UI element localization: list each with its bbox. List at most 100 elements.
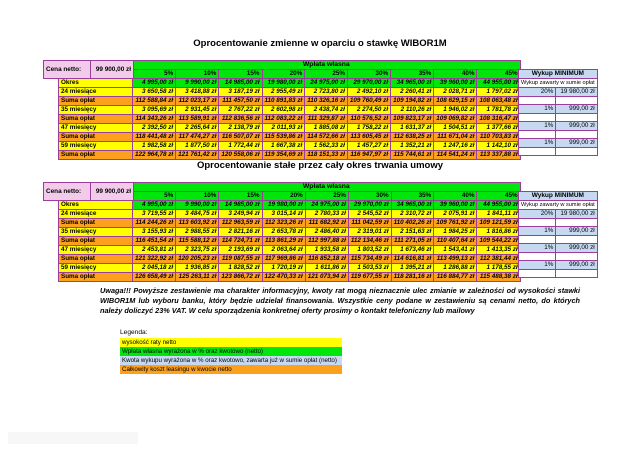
value-cell: 3 015,14 zł xyxy=(261,209,306,219)
wykup-row xyxy=(517,113,598,122)
value-cell: 119 087,55 zł xyxy=(218,254,263,264)
wykup-empty-cell xyxy=(517,113,557,122)
value-cell: 114 572,66 zł xyxy=(304,132,348,142)
percent-col-header: 20% xyxy=(261,191,306,201)
value-cell: 115 539,86 zł xyxy=(261,132,306,142)
value-cell: 2 045,18 zł xyxy=(131,263,177,273)
value-cell: 109 194,82 zł xyxy=(390,96,435,106)
wykup-subheader-row: Wykup zawarty w sumie opłat xyxy=(518,78,598,88)
value-cell: 109 544,22 zł xyxy=(476,236,521,246)
value-cell: 39 960,00 zł xyxy=(433,78,478,88)
value-cell: 1 816,86 zł xyxy=(476,227,521,237)
value-cell: 2 260,41 zł xyxy=(390,87,435,97)
wykup-row xyxy=(517,96,598,105)
value-cell: 3 484,75 zł xyxy=(175,209,220,219)
value-cell: 112 997,88 zł xyxy=(304,236,349,246)
value-cell: 112 588,84 zł xyxy=(131,96,177,106)
value-cell: 44 955,00 zł xyxy=(476,78,521,88)
value-cell: 108 629,15 zł xyxy=(433,96,478,106)
percent-col-header: 5% xyxy=(131,69,177,79)
cena-netto-label: Cena netto: xyxy=(44,183,91,200)
wykup-empty-cell xyxy=(517,96,557,105)
value-cell: 39 960,00 zł xyxy=(433,200,478,210)
value-cell: 119 677,55 zł xyxy=(347,272,392,282)
value-cell: 3 187,19 zł xyxy=(218,87,263,97)
value-cell: 1 395,21 zł xyxy=(390,263,435,273)
value-cell: 111 671,04 zł xyxy=(433,132,478,142)
value-cell: 2 323,75 zł xyxy=(175,245,220,255)
value-cell: 3 650,58 zł xyxy=(131,87,177,97)
wykup-percent-cell: 1% xyxy=(517,104,557,114)
buyout-table: Wykup MINIMUM Wykup zawarty w sumie opłat… xyxy=(517,191,598,278)
value-cell: 1 803,52 zł xyxy=(347,245,392,255)
value-cell: 1 667,38 zł xyxy=(261,141,306,151)
wykup-empty-cell xyxy=(555,130,598,139)
value-cell: 29 970,00 zł xyxy=(347,200,392,210)
value-cell: 110 891,83 zł xyxy=(261,96,306,106)
wykup-amount-cell: 999,00 zł xyxy=(555,243,598,253)
table-row: 35 miesięcy 3 095,69 zł 2 931,45 zł 2 767,2… xyxy=(58,105,521,115)
value-cell: 4 995,00 zł xyxy=(131,200,177,210)
value-cell: 2 723,80 zł xyxy=(304,87,348,97)
wykup-empty-cell xyxy=(555,218,598,227)
value-cell: 108 316,47 zł xyxy=(476,114,521,124)
percent-col-header: 40% xyxy=(433,69,478,79)
value-cell: 122 470,33 zł xyxy=(261,272,306,282)
value-cell: 1 982,58 zł xyxy=(131,141,177,151)
wykup-amount-cell: 999,00 zł xyxy=(555,121,598,131)
table-row: Suma opłat 114 343,26 zł 113 589,91 zł 112 … xyxy=(58,114,521,124)
wykup-minimum-header: Wykup MINIMUM xyxy=(518,69,598,79)
wykup-row xyxy=(517,252,598,261)
value-cell: 1 413,35 zł xyxy=(476,245,521,255)
wykup-empty-cell xyxy=(517,235,557,244)
value-cell: 34 965,00 zł xyxy=(390,200,435,210)
value-cell: 2 602,98 zł xyxy=(261,105,306,115)
value-cell: 9 990,00 zł xyxy=(175,78,220,88)
percent-col-header: 10% xyxy=(175,191,220,201)
value-cell: 113 589,91 zł xyxy=(175,114,220,124)
value-cell: 116 852,18 zł xyxy=(304,254,349,264)
wykup-subheader: Wykup zawarty w sumie opłat xyxy=(518,78,598,88)
value-cell: 126 658,49 zł xyxy=(131,272,177,282)
wykup-percent-cell: 20% xyxy=(517,209,557,219)
value-cell: 2 310,72 zł xyxy=(390,209,435,219)
value-cell: 110 407,64 zł xyxy=(433,236,478,246)
value-cell: 112 963,59 zł xyxy=(218,218,263,228)
table-row: Suma opłat 118 441,48 zł 117 474,27 zł 116 … xyxy=(58,132,521,142)
percent-col-header: 45% xyxy=(476,69,521,79)
value-cell: 121 761,42 zł xyxy=(175,150,220,160)
value-cell: 1 933,58 zł xyxy=(304,245,349,255)
value-cell: 111 042,59 zł xyxy=(347,218,392,228)
value-cell: 112 836,56 zł xyxy=(218,114,263,124)
wykup-row: 1% 999,00 zł xyxy=(517,226,598,236)
wykup-empty-cell xyxy=(517,269,557,278)
value-cell: 115 488,38 zł xyxy=(476,272,521,282)
value-cell: 1 543,41 zł xyxy=(433,245,478,255)
value-cell: 2 028,71 zł xyxy=(433,87,478,97)
wykup-amount-cell: 999,00 zł xyxy=(555,138,598,148)
value-cell: 122 964,78 zł xyxy=(131,150,177,160)
legend: Legenda: wysokość raty netto Wpłata własn… xyxy=(120,329,342,374)
value-cell: 114 616,81 zł xyxy=(390,254,435,264)
value-cell: 4 995,00 zł xyxy=(131,78,177,88)
table-row: Suma opłat 112 588,84 zł 112 023,17 zł 111 … xyxy=(58,96,521,106)
table-row: 24 miesiące 3 650,58 zł 3 418,88 zł 3 187,1… xyxy=(58,87,521,97)
percent-col-header: 15% xyxy=(218,69,263,79)
value-cell: 108 063,48 zł xyxy=(476,96,521,106)
value-cell: 1 828,52 zł xyxy=(218,263,263,273)
value-cell: 111 329,87 zł xyxy=(304,114,348,124)
wykup-amount-cell: 999,00 zł xyxy=(555,260,598,270)
wykup-row xyxy=(517,147,598,156)
value-cell: 112 134,46 zł xyxy=(347,236,392,246)
wykup-row xyxy=(517,235,598,244)
percent-col-header: 25% xyxy=(304,191,349,201)
value-cell: 3 249,94 zł xyxy=(218,209,263,219)
row-label: 24 miesiące xyxy=(58,87,133,97)
percent-col-header: 20% xyxy=(261,69,306,79)
cena-netto-box: Cena netto: 99 900,00 zł xyxy=(43,60,134,79)
value-cell: 3 155,93 zł xyxy=(131,227,177,237)
value-cell: 117 969,86 zł xyxy=(261,254,306,264)
value-cell: 1 503,53 zł xyxy=(347,263,392,273)
wykup-header-row: Wykup MINIMUM xyxy=(518,69,598,79)
